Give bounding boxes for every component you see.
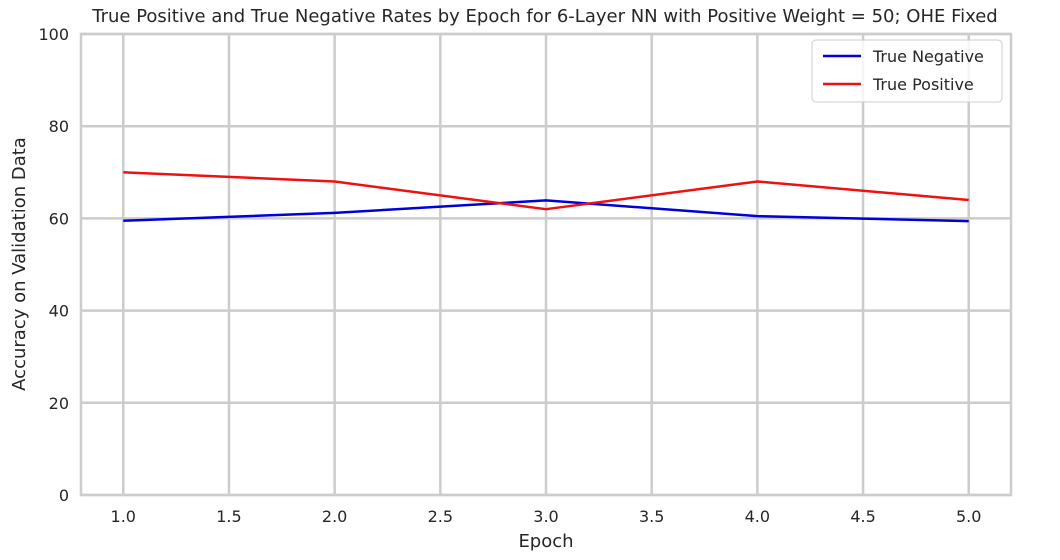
y-tick-label: 20 xyxy=(49,394,69,413)
y-tick-label: 0 xyxy=(59,486,69,505)
x-tick-label: 2.0 xyxy=(322,507,347,526)
chart-title: True Positive and True Negative Rates by… xyxy=(91,6,997,27)
series-layer xyxy=(123,171,969,223)
grid xyxy=(81,32,1011,497)
x-tick-label: 3.0 xyxy=(533,507,558,526)
series-line-true-positive xyxy=(123,171,969,211)
legend-label-true-positive: True Positive xyxy=(872,75,974,94)
x-axis-label: Epoch xyxy=(518,531,573,552)
y-tick-label: 80 xyxy=(49,117,69,136)
x-tick-label: 4.0 xyxy=(745,507,770,526)
series-line-true-negative xyxy=(123,199,969,223)
x-tick-label: 1.5 xyxy=(216,507,241,526)
plot-frame xyxy=(79,32,1013,497)
y-tick-label: 100 xyxy=(38,25,69,44)
x-tick-label: 4.5 xyxy=(850,507,875,526)
y-tick-label: 60 xyxy=(49,209,69,228)
x-tick-label: 2.5 xyxy=(428,507,453,526)
y-axis-label: Accuracy on Validation Data xyxy=(9,137,30,391)
y-tick-label: 40 xyxy=(49,302,69,321)
x-axis-ticks: 1.0 1.5 2.0 2.5 3.0 3.5 4.0 4.5 5.0 xyxy=(111,507,982,526)
x-tick-label: 1.0 xyxy=(111,507,136,526)
y-axis-ticks: 0 20 40 60 80 100 xyxy=(38,25,69,505)
x-tick-label: 3.5 xyxy=(639,507,664,526)
x-tick-label: 5.0 xyxy=(956,507,981,526)
legend-label-true-negative: True Negative xyxy=(872,47,984,66)
legend: True Negative True Positive xyxy=(811,39,1003,103)
